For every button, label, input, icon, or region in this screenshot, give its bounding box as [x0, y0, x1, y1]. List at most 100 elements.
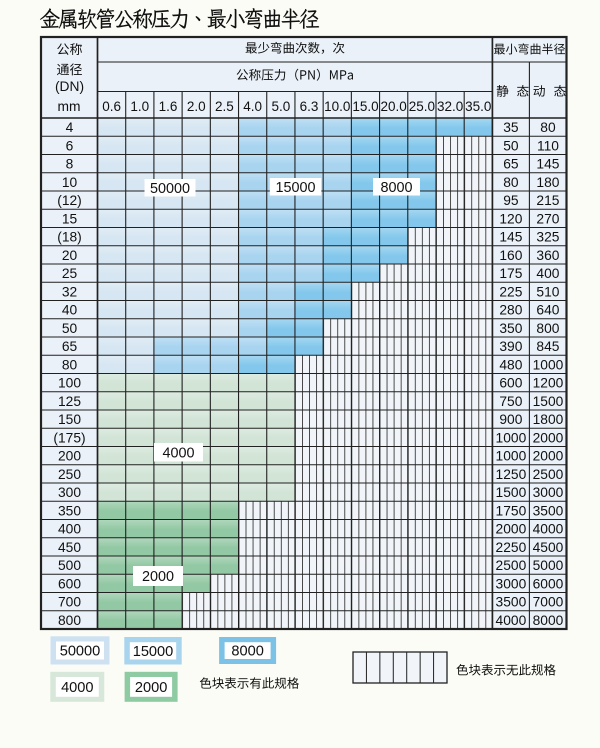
svg-text:(18): (18)	[57, 230, 82, 245]
svg-text:145: 145	[536, 157, 559, 172]
svg-text:180: 180	[536, 175, 559, 190]
svg-text:0.6: 0.6	[102, 99, 121, 114]
svg-text:2.5: 2.5	[215, 99, 234, 114]
svg-text:8: 8	[66, 157, 74, 172]
svg-text:32: 32	[62, 284, 77, 299]
svg-text:150: 150	[58, 412, 81, 427]
svg-text:20.0: 20.0	[381, 99, 407, 114]
svg-text:7000: 7000	[533, 595, 564, 610]
svg-text:40: 40	[62, 303, 78, 318]
svg-text:800: 800	[58, 613, 81, 628]
svg-text:8000: 8000	[231, 644, 263, 660]
svg-text:350: 350	[58, 503, 81, 518]
svg-text:2250: 2250	[496, 540, 527, 555]
svg-text:4.0: 4.0	[243, 99, 262, 114]
svg-text:600: 600	[499, 376, 522, 391]
svg-text:mm: mm	[58, 99, 81, 114]
svg-text:80: 80	[62, 357, 78, 372]
svg-text:3000: 3000	[533, 485, 564, 500]
svg-text:4000: 4000	[496, 613, 527, 628]
svg-text:215: 215	[536, 193, 559, 208]
svg-text:250: 250	[58, 467, 81, 482]
svg-text:700: 700	[58, 595, 81, 610]
svg-text:32.0: 32.0	[437, 99, 463, 114]
svg-text:480: 480	[499, 357, 522, 372]
svg-text:80: 80	[503, 175, 519, 190]
svg-text:160: 160	[499, 248, 522, 263]
svg-text:(12): (12)	[57, 193, 82, 208]
svg-text:270: 270	[536, 211, 559, 226]
svg-text:400: 400	[58, 522, 81, 537]
svg-text:400: 400	[536, 266, 559, 281]
svg-text:95: 95	[503, 193, 519, 208]
svg-text:5.0: 5.0	[271, 99, 290, 114]
svg-text:300: 300	[58, 485, 81, 500]
svg-text:80: 80	[540, 120, 556, 135]
svg-text:15: 15	[62, 211, 78, 226]
svg-text:2.0: 2.0	[187, 99, 206, 114]
svg-text:120: 120	[499, 211, 522, 226]
svg-text:1000: 1000	[533, 357, 564, 372]
svg-text:390: 390	[499, 339, 522, 354]
svg-text:6: 6	[66, 138, 74, 153]
svg-text:145: 145	[499, 230, 522, 245]
svg-text:8000: 8000	[380, 180, 412, 196]
svg-text:3500: 3500	[533, 503, 564, 518]
svg-text:10.0: 10.0	[324, 99, 350, 114]
svg-text:(DN): (DN)	[55, 79, 84, 94]
svg-text:50: 50	[503, 138, 519, 153]
svg-text:1.6: 1.6	[159, 99, 178, 114]
svg-text:1500: 1500	[496, 485, 527, 500]
svg-text:800: 800	[536, 321, 559, 336]
svg-text:640: 640	[536, 303, 559, 318]
svg-text:50: 50	[62, 321, 78, 336]
svg-text:2000: 2000	[496, 522, 527, 537]
svg-text:1.0: 1.0	[130, 99, 149, 114]
svg-text:35: 35	[503, 120, 519, 135]
svg-text:1000: 1000	[496, 430, 527, 445]
svg-text:2500: 2500	[496, 558, 527, 573]
svg-text:4000: 4000	[533, 522, 564, 537]
svg-text:20: 20	[62, 248, 78, 263]
svg-text:100: 100	[58, 376, 81, 391]
svg-text:35.0: 35.0	[465, 99, 491, 114]
svg-text:1000: 1000	[496, 449, 527, 464]
svg-text:200: 200	[58, 449, 81, 464]
svg-text:1250: 1250	[496, 467, 527, 482]
svg-text:510: 510	[536, 284, 559, 299]
svg-text:15000: 15000	[276, 180, 316, 196]
svg-text:(175): (175)	[53, 430, 85, 445]
svg-text:2000: 2000	[533, 430, 564, 445]
svg-text:1800: 1800	[533, 412, 564, 427]
svg-text:900: 900	[499, 412, 522, 427]
svg-text:125: 125	[58, 394, 81, 409]
svg-text:2000: 2000	[142, 569, 174, 585]
svg-text:450: 450	[58, 540, 81, 555]
svg-text:3500: 3500	[496, 595, 527, 610]
svg-text:25.0: 25.0	[409, 99, 435, 114]
svg-text:50000: 50000	[60, 644, 101, 660]
svg-text:5000: 5000	[533, 558, 564, 573]
svg-text:845: 845	[536, 339, 559, 354]
svg-text:600: 600	[58, 576, 81, 591]
svg-text:15000: 15000	[133, 644, 174, 660]
svg-text:350: 350	[499, 321, 522, 336]
svg-text:6.3: 6.3	[300, 99, 319, 114]
svg-text:2000: 2000	[135, 680, 167, 696]
svg-text:4000: 4000	[162, 445, 194, 461]
svg-text:65: 65	[503, 157, 519, 172]
svg-text:1750: 1750	[496, 503, 527, 518]
svg-text:110: 110	[537, 138, 559, 153]
svg-text:65: 65	[62, 339, 78, 354]
svg-text:1500: 1500	[533, 394, 564, 409]
svg-text:500: 500	[58, 558, 81, 573]
svg-text:8000: 8000	[533, 613, 564, 628]
svg-text:2500: 2500	[533, 467, 564, 482]
svg-text:50000: 50000	[150, 181, 190, 197]
svg-text:1200: 1200	[533, 376, 564, 391]
svg-text:10: 10	[62, 175, 78, 190]
svg-text:360: 360	[536, 248, 559, 263]
svg-text:3000: 3000	[496, 576, 527, 591]
svg-text:225: 225	[499, 284, 522, 299]
svg-text:175: 175	[499, 266, 522, 281]
